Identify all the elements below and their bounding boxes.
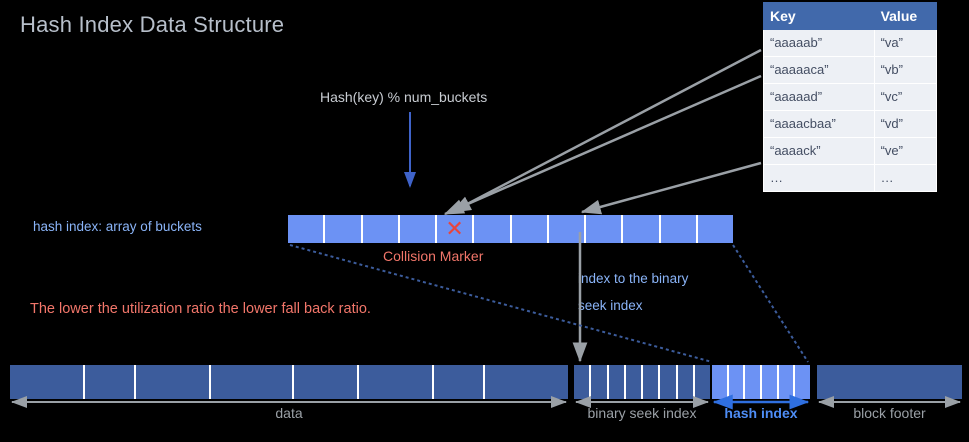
binary-seek-index-note-line2: seek index [578,298,643,313]
cell-key: “aaaack” [763,137,875,165]
table-row: “aaaack” “ve” [763,137,938,165]
bucket-cell [586,215,624,243]
block-cell [574,365,592,399]
bucket-cell [697,215,733,243]
block-cell [660,365,678,399]
block-segment-block-footer [817,365,962,399]
block-cell [795,365,811,399]
segment-label-hash-index: hash index [724,405,798,421]
block-segment-binary-seek-index [574,365,710,399]
block-cell [359,365,435,399]
block-cell [778,365,796,399]
cell-key: “aaaacbaa” [763,110,875,138]
segment-label-block-footer: block footer [853,405,926,421]
bucket-array: ✕ [288,215,733,243]
block-cell [745,365,763,399]
key-to-bucket-arrow-1 [450,48,762,214]
cell-value: “ve” [873,137,938,165]
table-row: … … [763,164,938,192]
cell-value: “vd” [873,110,938,138]
block-cell [85,365,136,399]
block-segment-data [10,365,569,399]
block-cell [712,365,729,399]
block-cell [485,365,569,399]
cell-value: … [873,164,938,192]
bucket-cell [548,215,586,243]
block-cell [762,365,779,399]
segment-label-data: data [275,405,303,421]
bucket-cell [288,215,326,243]
block-cell [677,365,695,399]
bucket-cell [362,215,400,243]
binary-seek-index-note-line1: index to the binary [578,271,689,286]
cell-key: … [763,164,875,192]
cell-key: “aaaaaca” [763,56,875,84]
collision-marker-icon: ✕ [445,216,464,241]
bucket-cell [399,215,437,243]
hash-function-label: Hash(key) % num_buckets [320,89,488,105]
binary-seek-index-note: index to the binary seek index [578,265,738,319]
bucket-cell [325,215,363,243]
block-cell [293,365,360,399]
cell-key: “aaaaab” [763,29,875,57]
page-title: Hash Index Data Structure [20,12,285,37]
key-value-table: Key Value “aaaaab” “va” “aaaaaca” “vb” “… [763,2,938,192]
collision-marker-label: Collision Marker [383,248,484,264]
table-row: “aaaaaca” “vb” [763,56,938,84]
column-header-key: Key [763,2,875,30]
column-header-value: Value [873,2,938,30]
bucket-array-label: hash index: array of buckets [33,219,202,234]
block-cell [434,365,486,399]
table-row: “aaaaad” “vc” [763,83,938,111]
cell-value: “vc” [873,83,938,111]
utilization-ratio-note: The lower the utilization ratio the lowe… [30,301,371,317]
block-cell [10,365,86,399]
bucket-cell [660,215,698,243]
table-row: “aaaacbaa” “vd” [763,110,938,138]
cell-value: “va” [873,29,938,57]
projection-line-right [732,244,809,363]
block-cell [211,365,294,399]
block-cell [591,365,609,399]
block-cell [694,365,710,399]
block-cell [625,365,643,399]
bucket-cell [623,215,661,243]
cell-key: “aaaaad” [763,83,875,111]
block-cell [728,365,746,399]
block-cell [608,365,626,399]
table-header-row: Key Value [763,2,938,30]
key-to-bucket-arrow-3 [580,161,762,215]
block-cell [817,365,962,399]
cell-value: “vb” [873,56,938,84]
block-segment-hash-index [712,365,811,399]
segment-label-binary-seek-index: binary seek index [587,405,697,421]
bucket-cell [474,215,512,243]
bucket-cell: ✕ [437,215,475,243]
block-cell [643,365,661,399]
bucket-cell [511,215,549,243]
table-row: “aaaaab” “va” [763,29,938,57]
key-to-bucket-arrow-2 [443,74,762,216]
block-cell [135,365,212,399]
